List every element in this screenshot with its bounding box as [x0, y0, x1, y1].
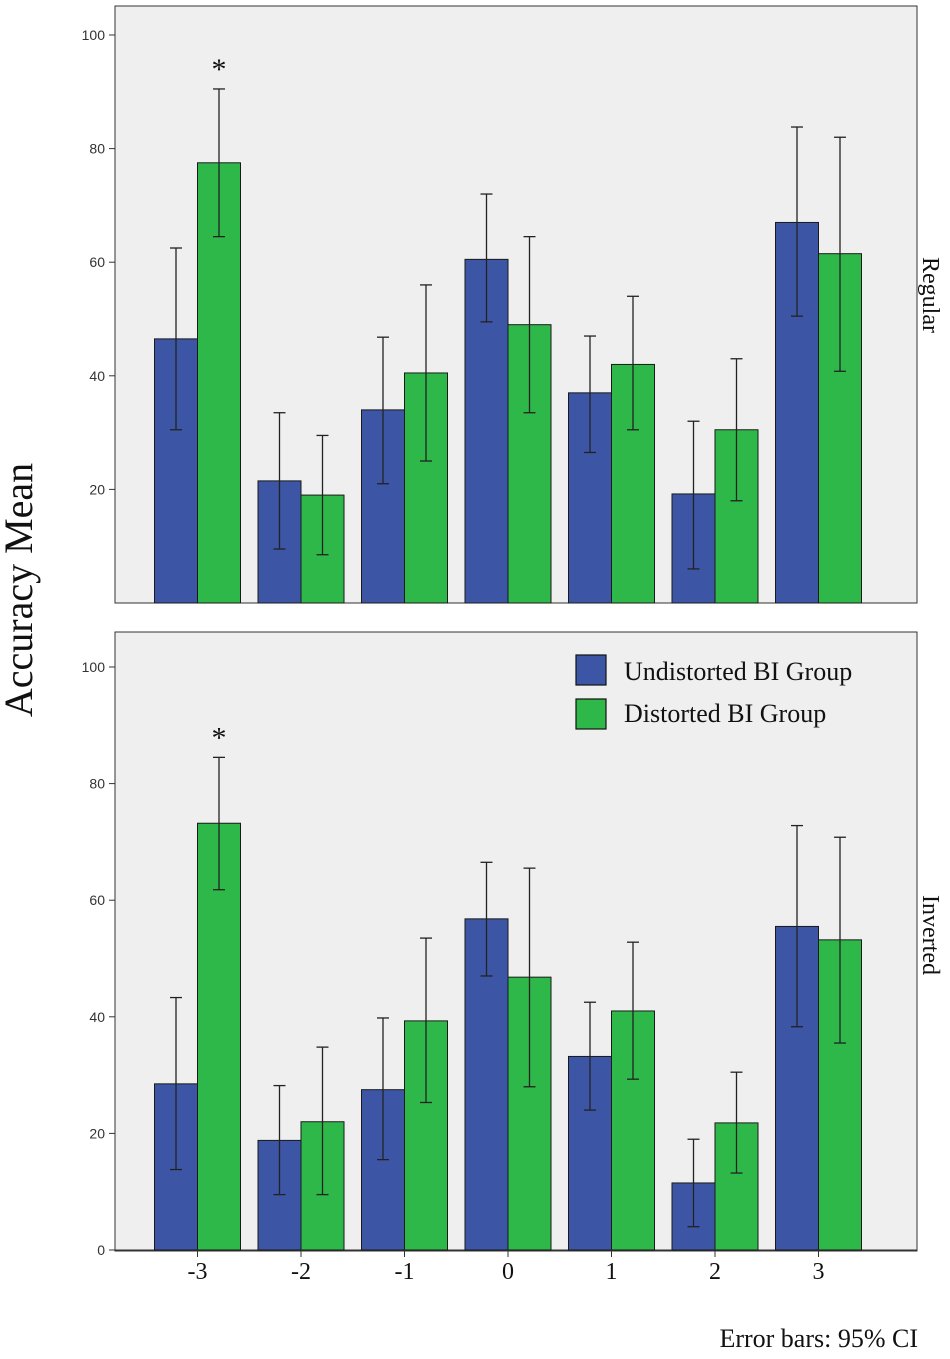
x-tick-label--2: -2 [291, 1259, 311, 1285]
x-tick-label-1: 1 [606, 1259, 618, 1285]
significance-star-regular: * [212, 53, 227, 86]
x-tick-label-2: 2 [709, 1259, 721, 1285]
y-tick-label-inverted-0: 0 [97, 1242, 105, 1258]
y-tick-label-inverted-60: 60 [89, 892, 105, 908]
x-tick-label-0: 0 [502, 1259, 514, 1285]
legend-label-distorted: Distorted BI Group [624, 699, 826, 728]
y-tick-label-inverted-80: 80 [89, 776, 105, 792]
y-axis-label: Accuracy Mean [0, 463, 41, 717]
y-tick-label-inverted-100: 100 [82, 659, 106, 675]
bar-inverted-distorted--3 [197, 822, 241, 1251]
x-tick-label--3: -3 [188, 1259, 208, 1285]
legend-label-undistorted: Undistorted BI Group [624, 657, 852, 686]
bar-inverted-undistorted-3 [775, 925, 819, 1251]
y-tick-label-regular-40: 40 [89, 368, 105, 384]
y-tick-label-regular-60: 60 [89, 254, 105, 270]
legend: Undistorted BI Group Distorted BI Group [575, 654, 852, 730]
panel-label-regular: Regular [917, 257, 943, 333]
legend-swatch-undistorted [575, 654, 607, 686]
chart-marks: 20 40 60 80 100 * 0 20 40 60 80 100 -3 -2 -1 0 1 2 3 * [82, 27, 917, 1285]
significance-star-inverted: * [212, 721, 227, 754]
y-tick-label-regular-80: 80 [89, 141, 105, 157]
y-tick-label-inverted-20: 20 [89, 1125, 105, 1141]
x-tick-label-3: 3 [813, 1259, 825, 1285]
y-tick-label-inverted-40: 40 [89, 1009, 105, 1025]
panel-label-inverted: Inverted [917, 895, 943, 975]
error-bars-note: Error bars: 95% CI [719, 1324, 918, 1353]
legend-swatch-distorted [575, 698, 607, 730]
y-tick-label-regular-20: 20 [89, 481, 105, 497]
y-tick-label-regular-100: 100 [82, 27, 106, 43]
x-tick-label--1: -1 [395, 1259, 415, 1285]
